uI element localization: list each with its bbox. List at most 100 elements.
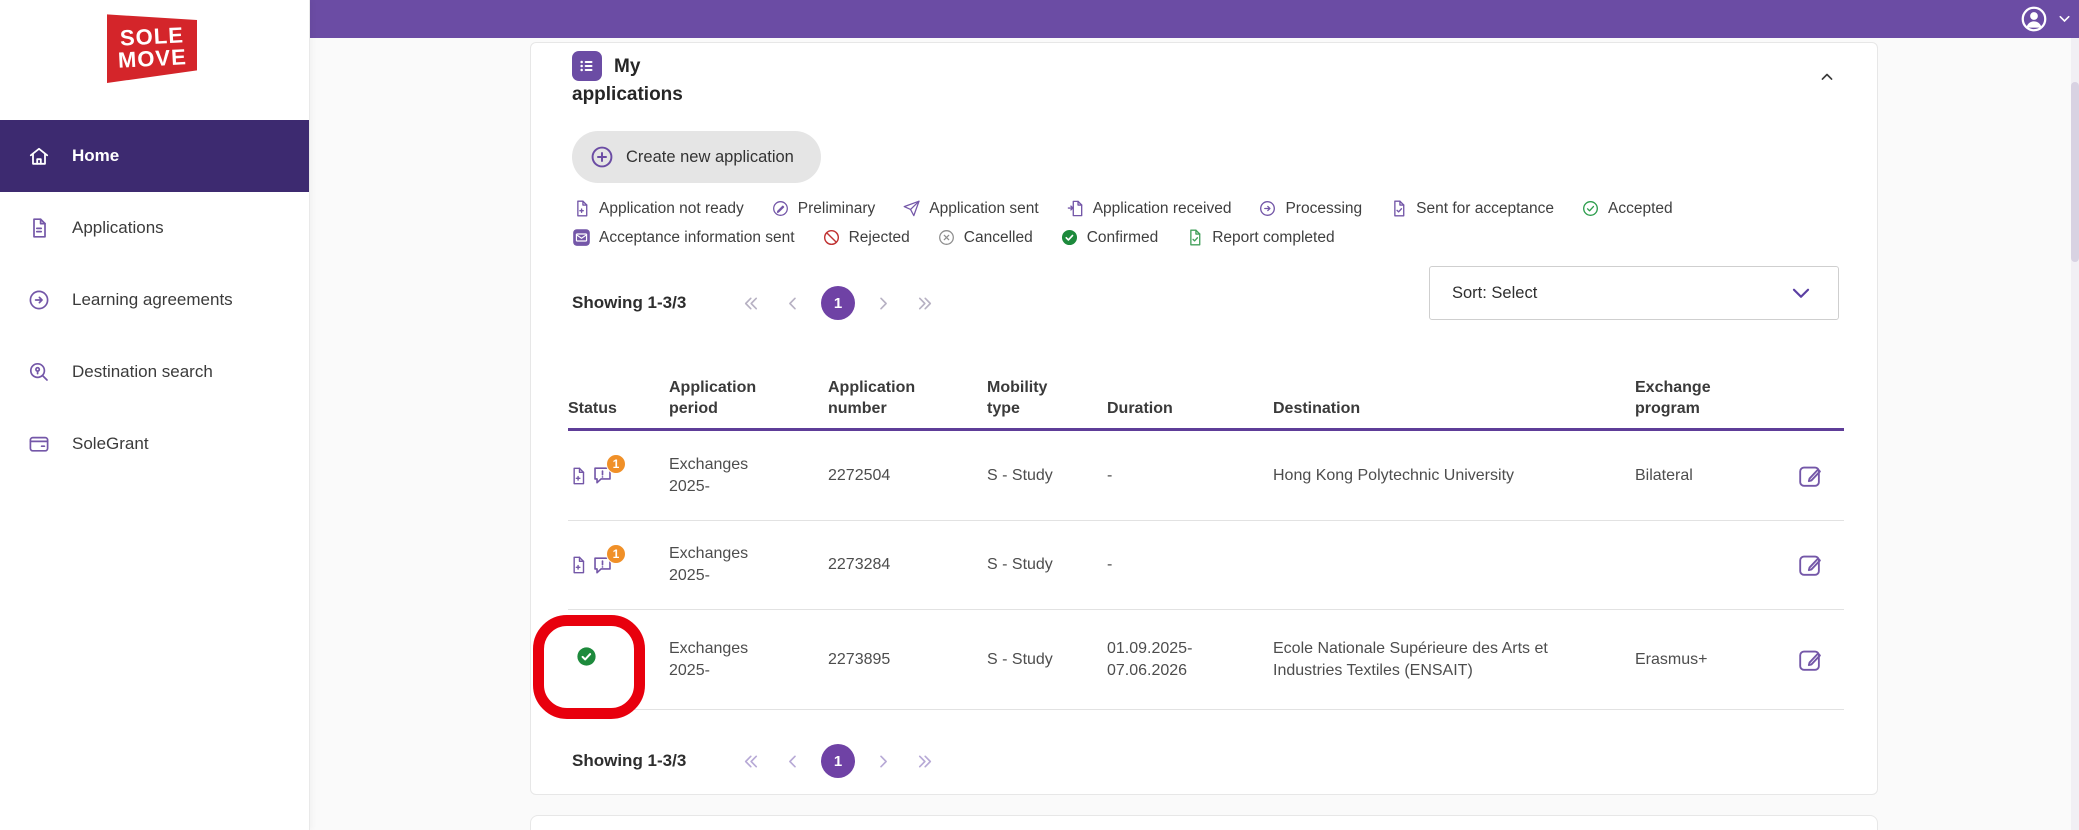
pagination-top: Showing 1-3/3 1	[572, 280, 939, 326]
legend-label: Preliminary	[797, 199, 876, 217]
status-legend: Application not ready Preliminary Applic…	[572, 194, 1852, 252]
next-panel-top	[530, 815, 1878, 830]
table-row: Exchanges 2025- 2273895 S - Study 01.09.…	[568, 610, 1844, 710]
legend-label: Processing	[1285, 199, 1363, 217]
current-page-button[interactable]: 1	[821, 286, 855, 320]
legend-label: Application sent	[929, 199, 1039, 217]
create-button-label: Create new application	[626, 147, 794, 166]
logo-text-line2: MOVE	[116, 44, 187, 73]
destination-cell: Ecole Nationale Supérieure des Arts et I…	[1273, 639, 1548, 679]
status-cell	[568, 645, 669, 675]
application-number-cell: 2273284	[828, 556, 891, 573]
edit-icon	[1799, 650, 1821, 671]
scrollbar-thumb[interactable]	[2071, 82, 2079, 262]
doc-arrow-icon	[1067, 200, 1083, 217]
solemove-logo: SOLE MOVE	[107, 14, 197, 83]
chevron-down-icon	[2059, 15, 2070, 23]
table-row: 1 Exchanges 2025- 2272504 S - Study - Ho…	[568, 431, 1844, 521]
doc-check-green-icon	[1190, 229, 1201, 246]
first-page-button[interactable]	[737, 290, 764, 317]
legend-label: Acceptance information sent	[599, 228, 795, 246]
legend-item-application-sent: Application sent	[902, 199, 1039, 218]
duration-cell: -	[1107, 466, 1113, 484]
scrollbar-track[interactable]	[2071, 38, 2079, 830]
double-chevron-right-icon	[918, 755, 932, 767]
mobility-type-cell: S - Study	[987, 556, 1053, 573]
check-circle-outline-icon	[1583, 201, 1598, 216]
current-page-button[interactable]: 1	[821, 744, 855, 778]
double-chevron-right-icon	[918, 297, 932, 309]
column-header-mobility-type: Mobility type	[987, 379, 1048, 417]
legend-item-application-received: Application received	[1066, 199, 1231, 218]
user-menu-chevron[interactable]	[2056, 10, 2073, 32]
column-header-exchange-program: Exchange program	[1635, 379, 1711, 417]
previous-page-button[interactable]	[779, 748, 806, 775]
document-icon	[33, 218, 46, 238]
application-number-cell: 2273895	[828, 650, 891, 668]
pager-controls: 1	[737, 286, 939, 320]
sidebar-item-home[interactable]: Home	[0, 120, 309, 192]
column-header-status: Status	[568, 400, 617, 417]
person-circle-icon	[2021, 6, 2047, 32]
pager-controls: 1	[737, 744, 939, 778]
legend-item-cancelled: Cancelled	[937, 228, 1033, 247]
edit-application-button[interactable]	[1796, 646, 1824, 674]
table-row: 1 Exchanges 2025- 2273284 S - Study -	[568, 521, 1844, 610]
legend-label: Sent for acceptance	[1416, 199, 1555, 217]
sidebar-item-applications[interactable]: Applications	[0, 192, 309, 264]
sort-select-value: Sort: Select	[1452, 283, 1538, 302]
doc-plus-icon	[577, 200, 588, 217]
edit-application-button[interactable]	[1796, 462, 1824, 490]
chevron-down-icon	[1792, 288, 1810, 298]
sidebar-item-label: Destination search	[72, 362, 213, 381]
check-circle-filled-icon	[1061, 229, 1077, 246]
prohibition-icon	[823, 229, 839, 246]
double-chevron-left-icon	[744, 297, 758, 309]
home-icon	[29, 147, 49, 165]
edit-icon	[1799, 555, 1821, 576]
double-chevron-left-icon	[744, 755, 758, 767]
legend-item-accepted: Accepted	[1581, 199, 1673, 218]
last-page-button[interactable]	[912, 748, 939, 775]
top-bar	[310, 0, 2079, 38]
chevron-left-icon	[789, 297, 796, 309]
status-cell: 1	[568, 543, 669, 577]
legend-label: Confirmed	[1086, 228, 1159, 246]
sidebar-item-learning-agreements[interactable]: Learning agreements	[0, 264, 309, 336]
sidebar-item-label: Home	[72, 146, 120, 165]
legend-label: Report completed	[1212, 228, 1335, 246]
sort-select[interactable]: Sort: Select	[1429, 266, 1839, 320]
exchange-program-cell: Erasmus+	[1635, 650, 1708, 668]
create-new-application-button[interactable]: Create new application	[572, 131, 821, 183]
panel-title-line1: My	[614, 55, 641, 77]
chevron-right-icon	[880, 297, 887, 309]
chevron-up-icon	[1821, 73, 1833, 80]
sidebar-item-solegrant[interactable]: SoleGrant	[0, 408, 309, 480]
next-page-button[interactable]	[870, 290, 897, 317]
legend-item-application-not-ready: Application not ready	[572, 199, 744, 218]
duration-cell: -	[1107, 556, 1113, 573]
column-header-application-period: Application period	[669, 379, 757, 417]
sidebar-item-destination-search[interactable]: Destination search	[0, 336, 309, 408]
panel-title-line2: applications	[572, 84, 683, 105]
previous-page-button[interactable]	[779, 290, 806, 317]
chevron-right-icon	[880, 755, 887, 767]
legend-label: Rejected	[848, 228, 910, 246]
pencil-circle-icon	[772, 201, 788, 216]
list-icon	[572, 51, 602, 81]
last-page-button[interactable]	[912, 290, 939, 317]
collapse-panel-button[interactable]	[1817, 67, 1837, 92]
edit-application-button[interactable]	[1796, 551, 1824, 579]
chevron-left-icon	[789, 755, 796, 767]
legend-item-rejected: Rejected	[822, 228, 910, 247]
sidebar-item-label: Applications	[72, 218, 164, 237]
next-page-button[interactable]	[870, 748, 897, 775]
legend-row-1: Application not ready Preliminary Applic…	[572, 194, 1852, 223]
user-menu-button[interactable]	[2019, 4, 2049, 34]
application-period-cell: Exchanges 2025-	[669, 545, 749, 584]
legend-item-acceptance-information-sent: Acceptance information sent	[572, 228, 795, 247]
first-page-button[interactable]	[737, 748, 764, 775]
sidebar: SOLE MOVE Home Applications Learning a	[0, 0, 310, 830]
my-applications-panel: My applications Create new application A…	[530, 42, 1878, 795]
column-header-application-number: Application number	[828, 379, 916, 417]
